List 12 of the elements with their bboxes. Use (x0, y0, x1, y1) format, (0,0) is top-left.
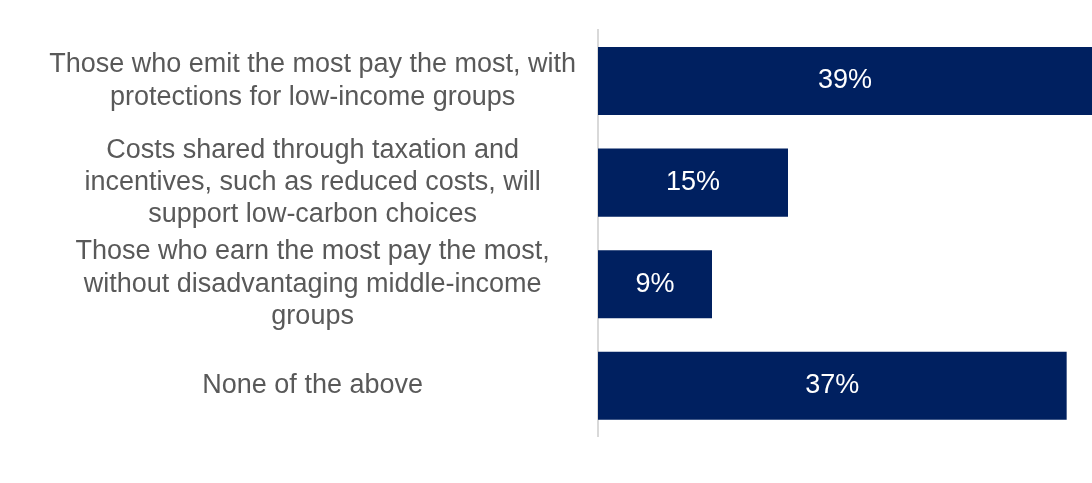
y-tick-label: None of the above (202, 369, 423, 400)
data-label: 15% (665, 166, 721, 197)
y-tick-label: Those who emit the most pay the most, with protections for low-income groups (49, 48, 577, 111)
bar (598, 250, 712, 319)
data-label: 9% (635, 267, 675, 298)
y-tick-label: Costs shared through taxation and incentives, such as reduced costs, will support low-carbon choices (84, 133, 541, 229)
data-label: 39% (817, 64, 873, 95)
bar (598, 148, 788, 217)
bar (598, 351, 1067, 420)
bar (598, 46, 1092, 116)
y-tick-label: Those who earn the most pay the most, without disadvantaging middle-income groups (75, 235, 550, 331)
data-label: 37% (805, 369, 860, 400)
